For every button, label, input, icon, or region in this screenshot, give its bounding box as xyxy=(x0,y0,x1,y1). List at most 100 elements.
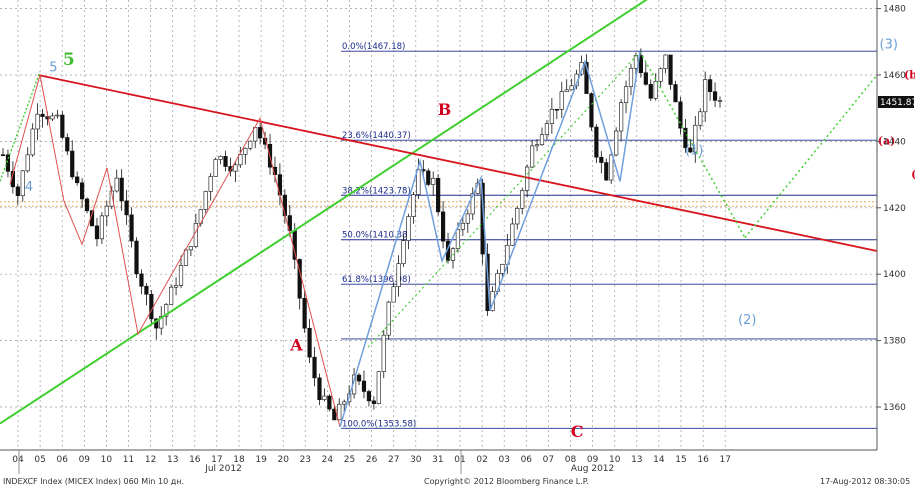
candle-body xyxy=(223,156,228,167)
candle-body xyxy=(678,101,683,129)
candle-body xyxy=(406,216,411,241)
candle-body xyxy=(55,114,60,117)
candle-body xyxy=(149,293,154,320)
candle-body xyxy=(381,334,386,372)
candle-body xyxy=(554,108,559,111)
candle-body xyxy=(50,115,55,120)
candle-body xyxy=(619,102,624,132)
footer-center: Copyright© 2012 Bloomberg Finance L.P. xyxy=(424,477,589,486)
candle-body xyxy=(594,126,599,158)
footer-right: 17-Aug-2012 08:30:05 xyxy=(820,477,910,486)
candle-body xyxy=(604,162,609,181)
candle-body xyxy=(673,84,678,103)
candle-body xyxy=(416,169,421,195)
candle-body xyxy=(361,380,367,392)
candle-body xyxy=(648,84,653,99)
candle-body xyxy=(638,55,643,74)
red-wave-line xyxy=(9,74,341,428)
candle-body xyxy=(643,72,648,85)
candle-body xyxy=(164,304,169,317)
candle-body xyxy=(332,408,337,421)
candle-body xyxy=(94,225,100,240)
x-tick-label: 06 xyxy=(56,455,68,465)
candle-body xyxy=(569,85,574,91)
candle-body xyxy=(193,223,198,247)
candle-body xyxy=(307,327,312,358)
wave-label-blue: (3) xyxy=(880,37,898,52)
wave-label-red: B xyxy=(438,100,452,119)
candle-body xyxy=(599,156,604,163)
candle-body xyxy=(80,182,85,200)
candle-body xyxy=(213,159,218,177)
candle-body xyxy=(317,377,322,400)
trend-lines xyxy=(0,0,878,428)
candle-body xyxy=(549,108,554,124)
x-tick-label: 24 xyxy=(322,455,334,465)
candle-body xyxy=(139,273,144,287)
x-tick-label: 18 xyxy=(233,455,245,465)
candle-body xyxy=(15,186,20,197)
candle-body xyxy=(628,67,634,87)
last-value-tag xyxy=(878,95,914,108)
candle-body xyxy=(60,114,65,138)
candle-body xyxy=(30,128,35,156)
candle-body xyxy=(337,403,342,421)
candle-body xyxy=(70,150,75,178)
green-dotted-channel xyxy=(367,51,641,348)
candle-body xyxy=(539,134,545,146)
x-tick-label: 23 xyxy=(300,455,311,465)
candle-body xyxy=(287,215,292,231)
last-value-label: 1451.87 xyxy=(880,98,915,108)
candle-body xyxy=(708,79,713,92)
candle-body xyxy=(436,177,441,213)
fib-label: 0.0%(1467.18) xyxy=(342,42,405,52)
candle-body xyxy=(589,93,594,128)
candle-body xyxy=(376,371,381,404)
candle-body xyxy=(703,79,708,113)
candle-body xyxy=(653,80,658,99)
x-tick-label: 13 xyxy=(631,455,642,465)
x-tick-label: 16 xyxy=(697,455,709,465)
x-tick-label: 17 xyxy=(719,455,730,465)
candle-body xyxy=(65,137,70,152)
y-tick-label: 1460 xyxy=(883,71,906,81)
y-tick-label: 1380 xyxy=(883,337,906,347)
y-tick-label: 1480 xyxy=(883,5,906,15)
candle-body xyxy=(134,240,139,275)
x-tick-label: 05 xyxy=(34,455,45,465)
candle-body xyxy=(218,156,223,160)
candle-body xyxy=(84,198,90,212)
x-tick-label: 20 xyxy=(277,455,289,465)
red-trendline xyxy=(37,74,878,252)
candle-body xyxy=(5,154,11,172)
candle-body xyxy=(35,113,40,130)
candle-body xyxy=(431,177,436,185)
candle-body xyxy=(208,176,213,192)
fib-label: 38.2%(1423.78) xyxy=(342,186,411,196)
x-tick-label: 26 xyxy=(366,455,378,465)
candle-body xyxy=(154,318,159,329)
candle-body xyxy=(366,391,372,402)
candle-body xyxy=(129,214,134,242)
x-tick-label: 15 xyxy=(675,455,686,465)
candle-body xyxy=(515,207,520,225)
x-tick-label: 01 xyxy=(454,455,465,465)
candle-body xyxy=(188,246,194,251)
candle-body xyxy=(544,123,550,136)
x-tick-label: 11 xyxy=(123,455,134,465)
candle-body xyxy=(25,154,30,172)
wave-label-red: (b) xyxy=(904,68,915,81)
candle-body xyxy=(302,297,307,329)
candle-body xyxy=(411,194,416,217)
candle-body xyxy=(401,240,406,264)
x-tick-label: 10 xyxy=(609,455,621,465)
wave-label-red: C xyxy=(571,422,584,441)
candle-body xyxy=(470,193,475,215)
candle-body xyxy=(440,211,446,242)
x-tick-label: 16 xyxy=(189,455,201,465)
blue-wave-line xyxy=(339,51,641,428)
candle-body xyxy=(717,100,723,102)
candle-body xyxy=(248,140,253,149)
green-channel-lower xyxy=(0,0,648,425)
